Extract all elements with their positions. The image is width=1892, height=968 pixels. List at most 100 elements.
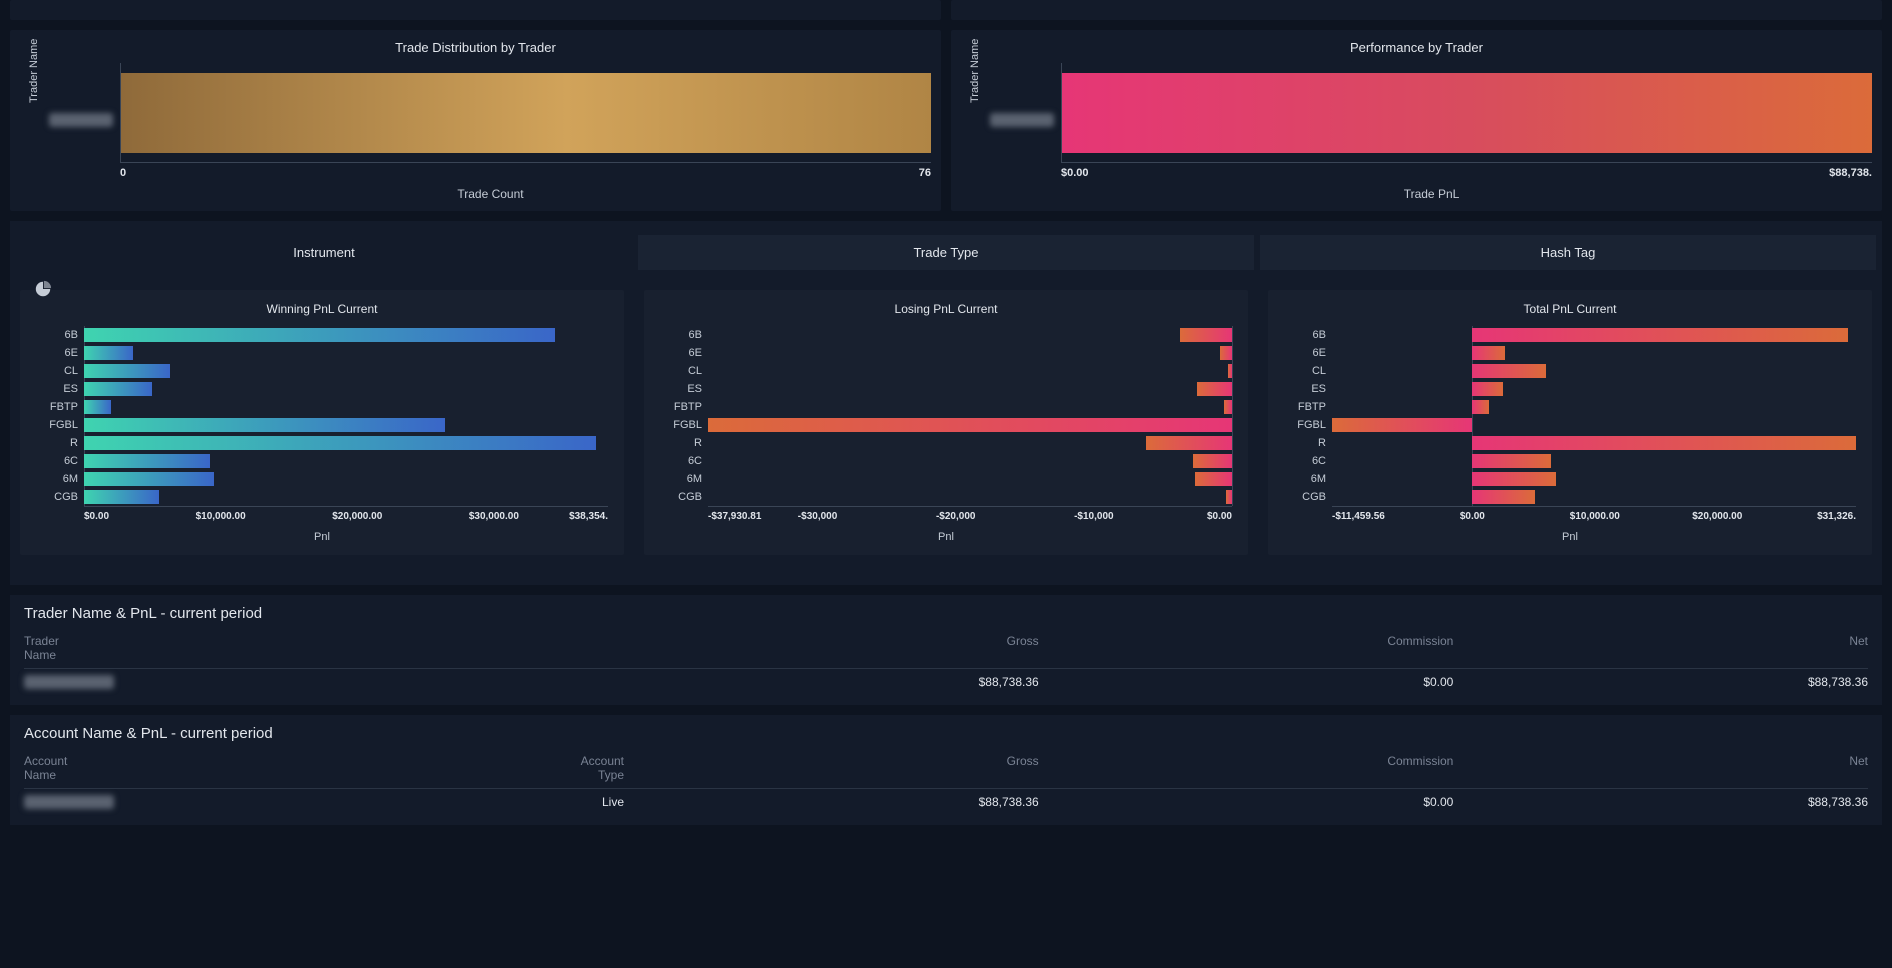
category-label: 6C [1284, 455, 1332, 467]
perf-xmax-tick: $88,738. [1829, 167, 1872, 179]
data-bar[interactable] [1197, 382, 1232, 396]
bar-track [84, 398, 608, 416]
data-bar[interactable] [1180, 328, 1232, 342]
category-label: R [36, 437, 84, 449]
losing-pnl-title: Losing PnL Current [660, 302, 1232, 316]
category-label: 6C [660, 455, 708, 467]
account-col-type: Account Type [344, 754, 624, 782]
chart-row: 6B [36, 326, 608, 344]
axis-tick: $0.00 [84, 511, 109, 522]
account-pnl-table: Account Name & PnL - current period Acco… [10, 715, 1882, 825]
chart-row: FBTP [36, 398, 608, 416]
data-bar[interactable] [1472, 472, 1555, 486]
trade-distribution-ylabel: Trader Name [28, 39, 40, 103]
data-bar[interactable] [1472, 436, 1856, 450]
category-label: FBTP [36, 401, 84, 413]
chart-row: 6B [1284, 326, 1856, 344]
table-row[interactable]: $88,738.36 $0.00 $88,738.36 [24, 669, 1868, 695]
category-label: 6B [36, 329, 84, 341]
category-label: CGB [660, 491, 708, 503]
data-bar[interactable] [84, 382, 152, 396]
chart-row: 6M [36, 470, 608, 488]
bar-track [84, 344, 608, 362]
axis-tick: -$10,000 [1074, 511, 1113, 522]
data-bar[interactable] [84, 364, 170, 378]
data-bar[interactable] [84, 400, 111, 414]
category-label: 6B [1284, 329, 1332, 341]
data-bar[interactable] [1472, 454, 1550, 468]
data-bar[interactable] [1332, 418, 1472, 432]
data-bar[interactable] [84, 328, 555, 342]
losing-pnl-xlabel: Pnl [660, 531, 1232, 543]
category-label: CGB [36, 491, 84, 503]
chart-row: 6E [660, 344, 1232, 362]
bar-track [708, 362, 1232, 380]
pie-chart-icon[interactable] [34, 280, 52, 298]
bar-track [1332, 488, 1856, 506]
chart-row: ES [660, 380, 1232, 398]
data-bar[interactable] [1224, 400, 1232, 414]
bar-track [84, 452, 608, 470]
category-label: FGBL [1284, 419, 1332, 431]
trader-name-blurred [49, 113, 113, 127]
category-label: R [1284, 437, 1332, 449]
data-bar[interactable] [1220, 346, 1232, 360]
tab-trade-type[interactable]: Trade Type [638, 235, 1254, 270]
data-bar[interactable] [1195, 472, 1232, 486]
data-bar[interactable] [1472, 328, 1848, 342]
bar-track [708, 416, 1232, 434]
axis-tick: $10,000.00 [1570, 511, 1620, 522]
category-label: ES [1284, 383, 1332, 395]
table-row[interactable]: Live $88,738.36 $0.00 $88,738.36 [24, 789, 1868, 815]
chart-row: CL [660, 362, 1232, 380]
bar-track [708, 380, 1232, 398]
category-label: CL [1284, 365, 1332, 377]
tab-hash-tag[interactable]: Hash Tag [1260, 235, 1876, 270]
data-bar[interactable] [1472, 400, 1489, 414]
performance-title: Performance by Trader [961, 40, 1872, 55]
account-col-net: Net [1453, 754, 1868, 782]
data-bar[interactable] [1146, 436, 1232, 450]
data-bar[interactable] [84, 490, 159, 504]
data-bar[interactable] [84, 418, 445, 432]
data-bar[interactable] [1193, 454, 1232, 468]
chart-row: 6C [36, 452, 608, 470]
category-label: 6M [1284, 473, 1332, 485]
data-bar[interactable] [1472, 364, 1545, 378]
axis-tick: $20,000.00 [332, 511, 382, 522]
chart-row: FGBL [36, 416, 608, 434]
bar-track [84, 470, 608, 488]
cell-net: $88,738.36 [1453, 795, 1868, 809]
chart-row: 6C [1284, 452, 1856, 470]
data-bar[interactable] [1226, 490, 1232, 504]
category-label: 6E [1284, 347, 1332, 359]
cell-gross: $88,738.36 [624, 675, 1039, 689]
bar-track [84, 434, 608, 452]
data-bar[interactable] [1472, 382, 1503, 396]
trade-distribution-bar[interactable] [121, 73, 931, 153]
total-pnl-title: Total PnL Current [1284, 302, 1856, 316]
data-bar[interactable] [84, 436, 596, 450]
trade-distribution-chart-area [120, 63, 931, 163]
bar-track [708, 344, 1232, 362]
axis-tick: $31,326. [1817, 511, 1856, 522]
trader-name-blurred [990, 113, 1054, 127]
bar-track [84, 416, 608, 434]
data-bar[interactable] [1228, 364, 1232, 378]
performance-bar[interactable] [1062, 73, 1872, 153]
category-label: FGBL [660, 419, 708, 431]
trader-col-name: Trader Name [24, 634, 344, 662]
data-bar[interactable] [1472, 346, 1505, 360]
axis-tick: -$11,459.56 [1332, 511, 1385, 522]
cell-gross: $88,738.36 [624, 795, 1039, 809]
chart-row: R [36, 434, 608, 452]
bar-track [708, 434, 1232, 452]
bar-track [1332, 452, 1856, 470]
data-bar[interactable] [84, 472, 214, 486]
data-bar[interactable] [1472, 490, 1534, 504]
category-label: CL [660, 365, 708, 377]
tab-instrument[interactable]: Instrument [16, 235, 632, 270]
data-bar[interactable] [84, 346, 133, 360]
data-bar[interactable] [84, 454, 210, 468]
data-bar[interactable] [708, 418, 1232, 432]
